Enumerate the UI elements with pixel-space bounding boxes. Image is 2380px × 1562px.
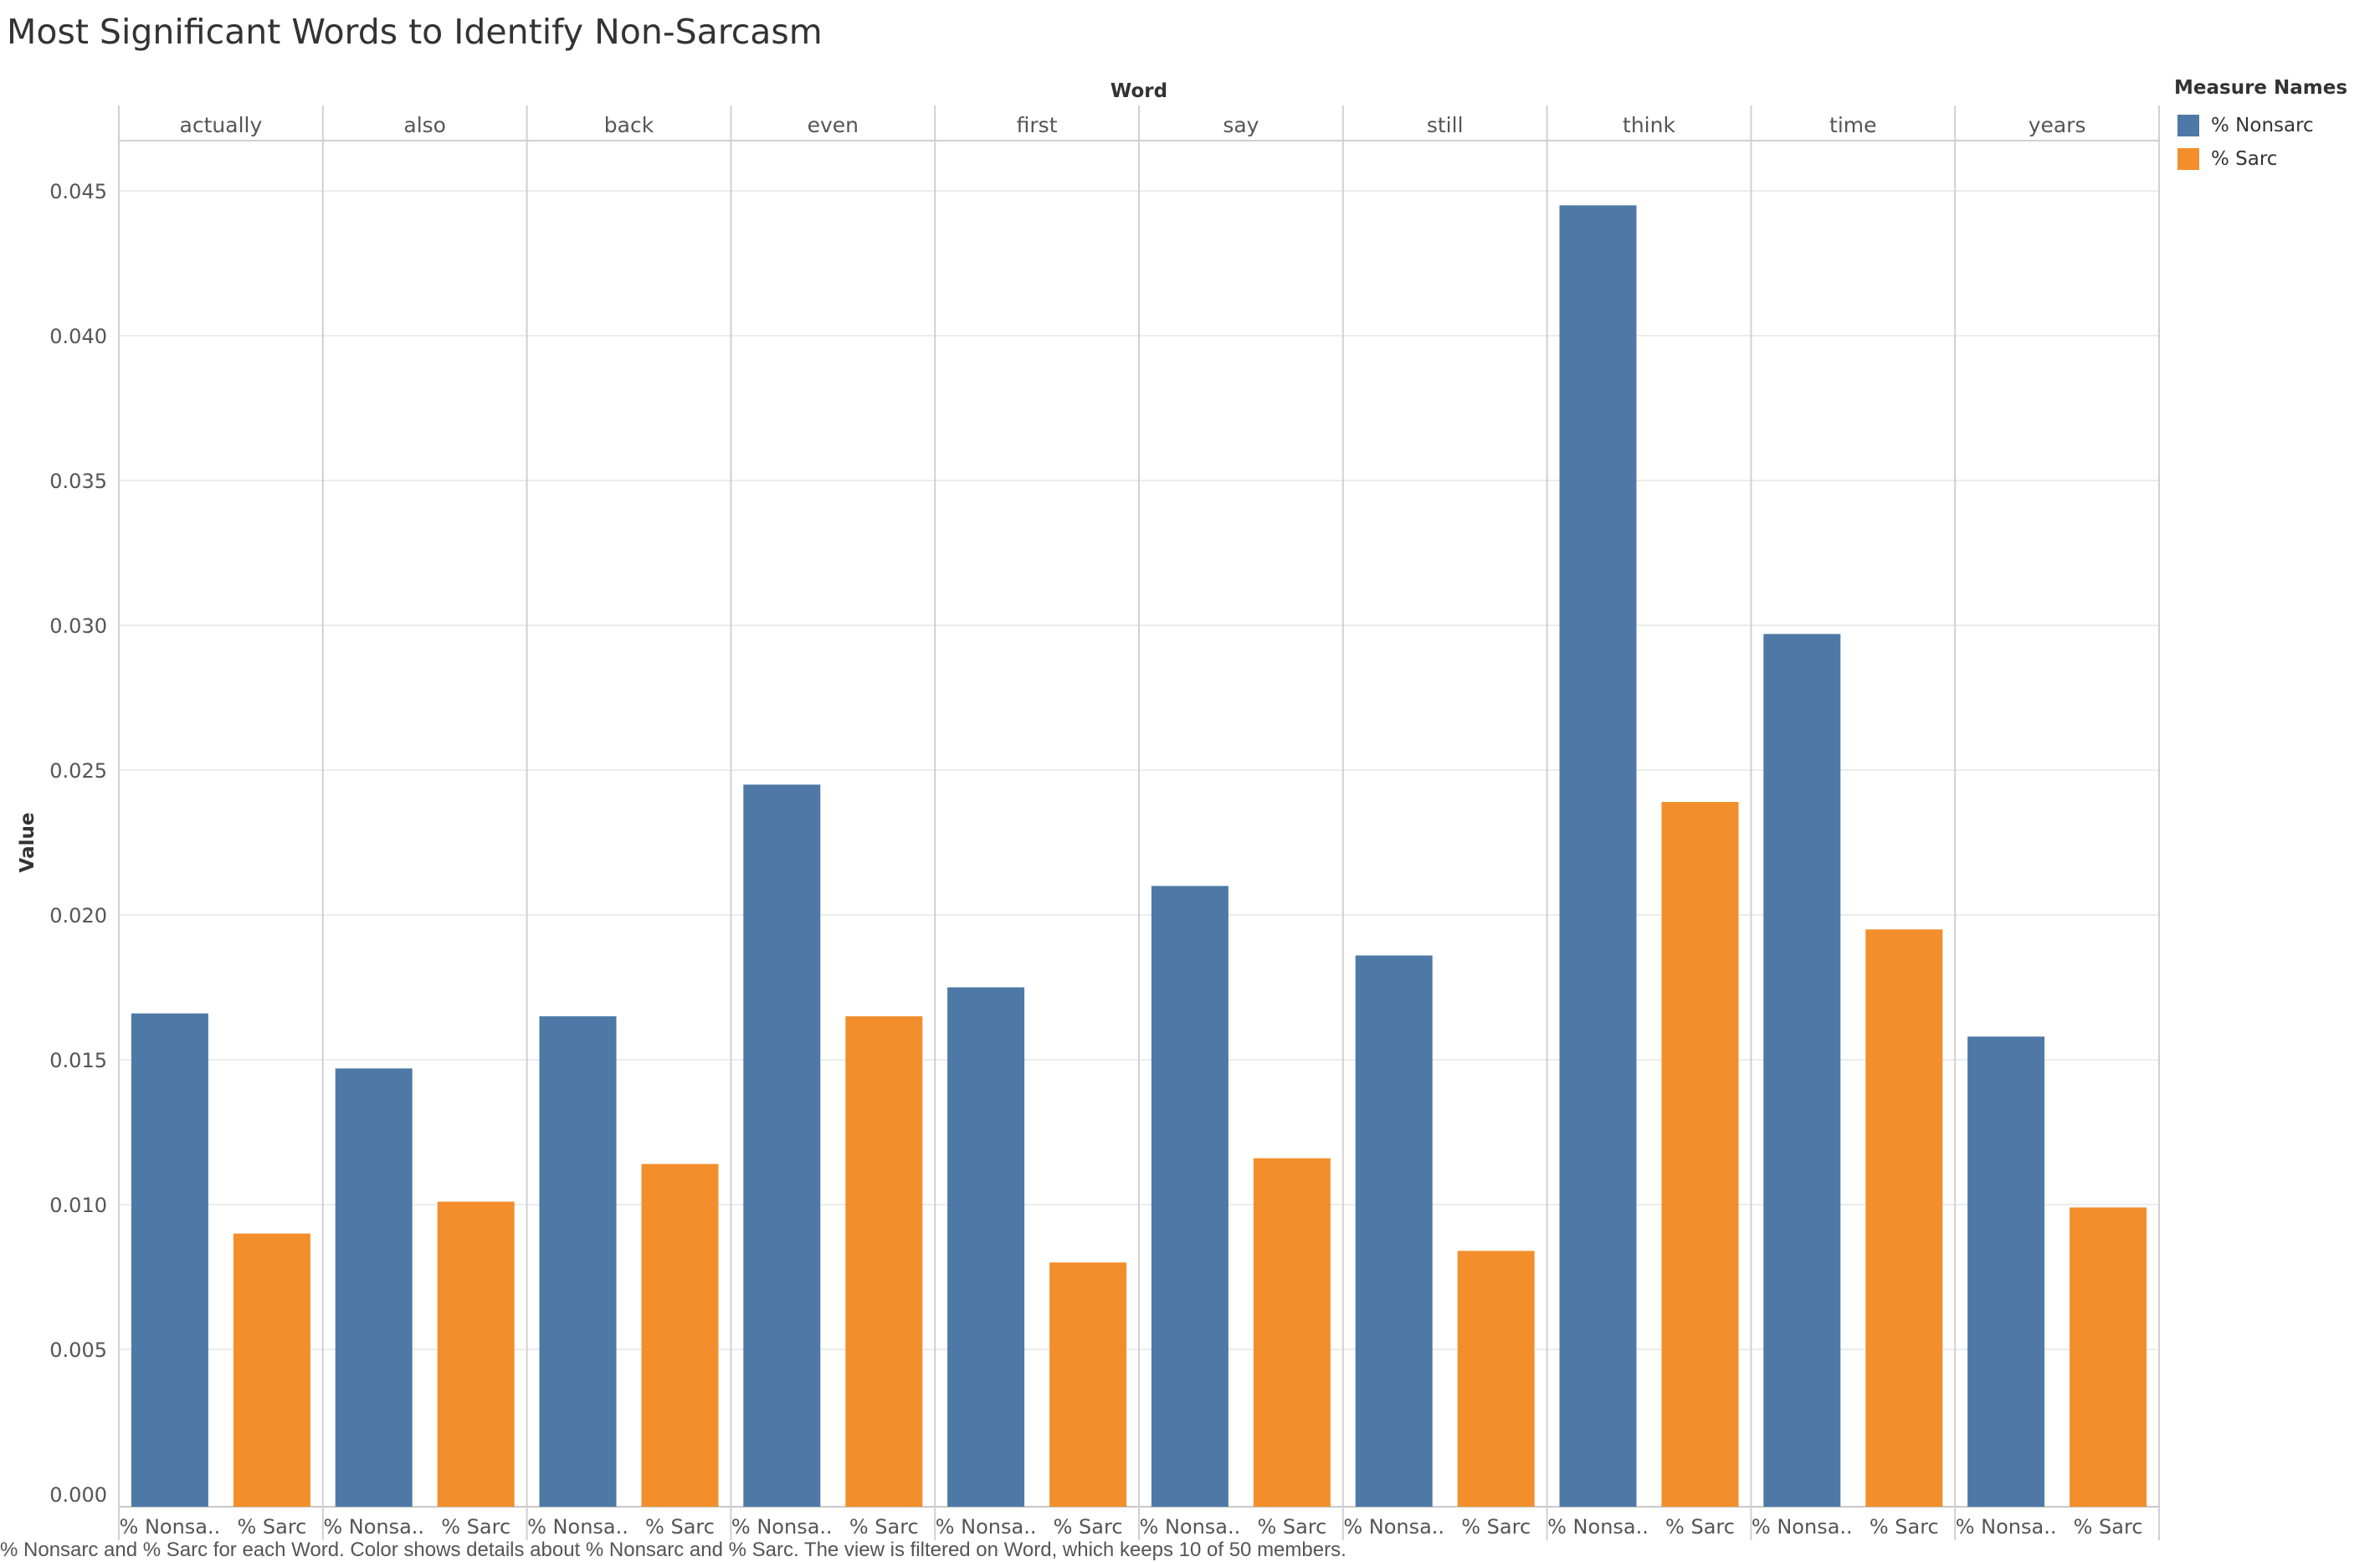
bar-tick-label: % Sarc <box>1257 1515 1326 1539</box>
bar-first-nonsarc[interactable] <box>947 987 1025 1508</box>
bar-tick-label: % Nonsa.. <box>731 1515 833 1539</box>
column-header-title: Word <box>1110 80 1167 102</box>
y-axis-title: Value <box>17 813 38 873</box>
bar-tick-label: % Nonsa.. <box>323 1515 424 1539</box>
bar-tick-label: % Sarc <box>1665 1515 1735 1539</box>
bar-years-nonsarc[interactable] <box>1967 1036 2045 1507</box>
y-tick-label: 0.015 <box>49 1049 107 1072</box>
bar-tick-label: % Sarc <box>1870 1515 1939 1539</box>
column-header-years: years <box>2029 113 2086 137</box>
bar-actually-nonsarc[interactable] <box>131 1013 208 1507</box>
column-header-time: time <box>1829 113 1876 137</box>
bar-back-nonsarc[interactable] <box>539 1016 617 1507</box>
bars <box>131 205 2147 1507</box>
legend: Measure Names % Nonsarc % Sarc <box>2174 77 2347 176</box>
y-tick-label: 0.045 <box>49 180 107 203</box>
y-tick-label: 0.040 <box>49 325 107 348</box>
column-header-think: think <box>1623 113 1675 137</box>
bar-say-sarc[interactable] <box>1253 1158 1331 1507</box>
legend-swatch-nonsarc <box>2177 115 2199 136</box>
bar-tick-label: % Sarc <box>237 1515 306 1539</box>
bar-think-sarc[interactable] <box>1661 802 1739 1507</box>
y-tick-label: 0.020 <box>49 904 107 927</box>
bar-still-nonsarc[interactable] <box>1355 955 1433 1507</box>
legend-swatch-sarc <box>2177 148 2199 170</box>
column-header-actually: actually <box>180 113 263 137</box>
bar-tick-label: % Nonsa.. <box>1752 1515 1853 1539</box>
bar-tick-label: % Sarc <box>441 1515 510 1539</box>
y-tick-label: 0.010 <box>49 1194 107 1217</box>
legend-label-sarc: % Sarc <box>2211 148 2278 170</box>
legend-label-nonsarc: % Nonsarc <box>2211 115 2314 136</box>
bar-also-nonsarc[interactable] <box>335 1068 413 1507</box>
bar-also-sarc[interactable] <box>437 1201 515 1507</box>
bar-years-sarc[interactable] <box>2070 1207 2147 1507</box>
bar-tick-label: % Sarc <box>2074 1515 2143 1539</box>
column-header-first: first <box>1017 113 1058 137</box>
column-header-still: still <box>1427 113 1464 137</box>
bar-tick-label: % Nonsa.. <box>936 1515 1037 1539</box>
bar-time-nonsarc[interactable] <box>1763 634 1841 1507</box>
labels: 0.000 0.005 0.010 0.015 0.020 0.025 0.030 0.035… <box>17 80 2143 1539</box>
bar-back-sarc[interactable] <box>641 1164 719 1507</box>
legend-title: Measure Names <box>2174 77 2348 99</box>
bar-tick-label: % Sarc <box>1054 1515 1123 1539</box>
legend-item-sarc[interactable]: % Sarc <box>2174 142 2347 176</box>
y-tick-label: 0.025 <box>49 759 107 783</box>
bar-tick-label: % Nonsa.. <box>1547 1515 1649 1539</box>
bar-actually-sarc[interactable] <box>233 1233 310 1507</box>
y-tick-label: 0.030 <box>49 614 107 638</box>
bar-tick-label: % Nonsa.. <box>527 1515 628 1539</box>
bar-tick-label: % Nonsa.. <box>1956 1515 2057 1539</box>
bar-tick-label: % Nonsa.. <box>120 1515 221 1539</box>
chart-title: Most Significant Words to Identify Non-S… <box>7 12 823 52</box>
bar-even-sarc[interactable] <box>845 1016 923 1507</box>
y-tick-label: 0.000 <box>49 1483 107 1507</box>
y-tick-label: 0.005 <box>49 1338 107 1362</box>
bar-still-sarc[interactable] <box>1457 1251 1535 1507</box>
column-header-also: also <box>403 113 446 137</box>
bar-say-nonsarc[interactable] <box>1151 886 1228 1507</box>
legend-item-nonsarc[interactable]: % Nonsarc <box>2174 109 2347 142</box>
bar-tick-label: % Nonsa.. <box>1140 1515 1241 1539</box>
bar-tick-label: % Nonsa.. <box>1343 1515 1444 1539</box>
chart-frame <box>118 105 2160 1540</box>
bar-even-nonsarc[interactable] <box>743 784 821 1507</box>
bar-time-sarc[interactable] <box>1865 929 1943 1507</box>
column-header-even: even <box>808 113 859 137</box>
chart-caption: % Nonsarc and % Sarc for each Word. Colo… <box>0 1539 1346 1561</box>
column-header-say: say <box>1223 113 1259 137</box>
bar-first-sarc[interactable] <box>1049 1262 1127 1507</box>
bar-tick-label: % Sarc <box>1461 1515 1531 1539</box>
y-tick-label: 0.035 <box>49 470 107 493</box>
bar-tick-label: % Sarc <box>645 1515 715 1539</box>
column-header-back: back <box>604 113 654 137</box>
bar-tick-label: % Sarc <box>849 1515 919 1539</box>
bar-think-nonsarc[interactable] <box>1559 205 1637 1507</box>
